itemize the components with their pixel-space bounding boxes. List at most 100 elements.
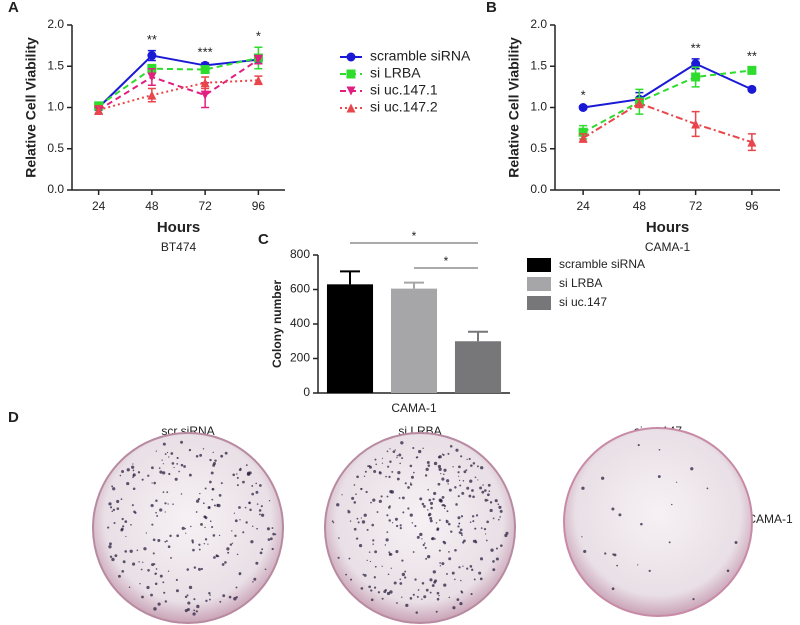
- colony: [199, 492, 201, 495]
- colony: [459, 484, 462, 487]
- colony: [226, 547, 230, 551]
- colony: [348, 557, 351, 560]
- colony: [413, 471, 415, 474]
- colony: [447, 483, 449, 485]
- marker: [578, 127, 588, 137]
- colony: [455, 448, 459, 452]
- colony: [387, 573, 390, 576]
- colony: [150, 593, 153, 597]
- colony: [147, 569, 150, 572]
- colony: [489, 508, 493, 513]
- colony: [377, 591, 381, 594]
- colony: [183, 465, 186, 468]
- colony: [256, 527, 258, 530]
- legend-label: si LRBA: [559, 276, 602, 290]
- colony: [438, 594, 440, 597]
- colony: [443, 505, 447, 508]
- cell-line-label: CAMA-1: [747, 512, 793, 526]
- colony: [454, 578, 456, 581]
- colony: [443, 468, 447, 472]
- colony: [421, 598, 423, 600]
- colony: [231, 542, 234, 544]
- colony: [429, 519, 433, 523]
- colony: [204, 487, 207, 490]
- colony: [435, 522, 438, 524]
- colony: [452, 466, 454, 468]
- colony: [492, 517, 495, 520]
- colony: [166, 451, 169, 454]
- colony: [193, 598, 196, 601]
- colony: [422, 447, 424, 449]
- colony: [494, 499, 498, 503]
- colony: [706, 487, 709, 490]
- colony: [271, 527, 274, 529]
- colony: [350, 578, 353, 581]
- colony: [393, 581, 397, 585]
- error-bar: [468, 330, 488, 342]
- colony: [499, 516, 501, 518]
- colony: [448, 557, 452, 561]
- colony: [490, 548, 494, 552]
- colony: [402, 511, 405, 514]
- y-tick-label: 0.0: [47, 182, 64, 196]
- colony: [203, 543, 206, 545]
- colony: [495, 557, 499, 561]
- colony: [472, 539, 476, 543]
- x-axis-label: Hours: [646, 219, 689, 236]
- colony: [161, 459, 163, 461]
- colony: [500, 544, 503, 547]
- colony: [364, 470, 367, 473]
- colony: [424, 474, 428, 477]
- colony: [373, 576, 377, 579]
- colony: [436, 597, 440, 601]
- colony: [236, 473, 238, 475]
- colony: [468, 494, 472, 498]
- colony: [396, 477, 400, 481]
- colony: [168, 456, 170, 458]
- colony: [252, 581, 254, 583]
- colony: [443, 583, 447, 587]
- colony: [498, 505, 502, 509]
- marker: [691, 59, 701, 69]
- colony: [188, 448, 192, 452]
- colony: [154, 582, 158, 585]
- colony: [657, 475, 661, 479]
- colony: [437, 464, 442, 469]
- colony: [368, 551, 371, 553]
- colony: [462, 565, 464, 567]
- colony: [675, 481, 678, 483]
- colony: [122, 525, 125, 528]
- colony: [449, 445, 453, 448]
- colony: [462, 541, 465, 544]
- colony: [258, 513, 261, 516]
- colony: [458, 465, 461, 469]
- colony: [188, 473, 192, 477]
- colony: [422, 543, 425, 547]
- colony: [141, 595, 144, 599]
- colony: [424, 546, 427, 549]
- colony: [369, 465, 372, 469]
- colony: [373, 586, 377, 589]
- colony: [431, 537, 435, 541]
- marker: [747, 65, 757, 75]
- y-tick-label: 0: [303, 385, 310, 399]
- colony: [210, 471, 214, 475]
- x-tick-label: 48: [145, 199, 159, 213]
- plate: [324, 432, 516, 624]
- colony: [463, 470, 467, 474]
- colony: [400, 441, 404, 445]
- colony: [155, 568, 158, 570]
- colony: [371, 523, 375, 527]
- colony: [427, 464, 431, 467]
- colony: [437, 482, 441, 486]
- significance: ***: [198, 44, 213, 59]
- colony: [172, 503, 174, 505]
- colony: [208, 506, 211, 509]
- colony: [407, 486, 410, 489]
- colony: [384, 544, 387, 546]
- colony: [441, 477, 445, 481]
- colony: [429, 516, 433, 520]
- colony: [162, 581, 165, 584]
- colony: [462, 480, 465, 482]
- colony: [439, 565, 441, 567]
